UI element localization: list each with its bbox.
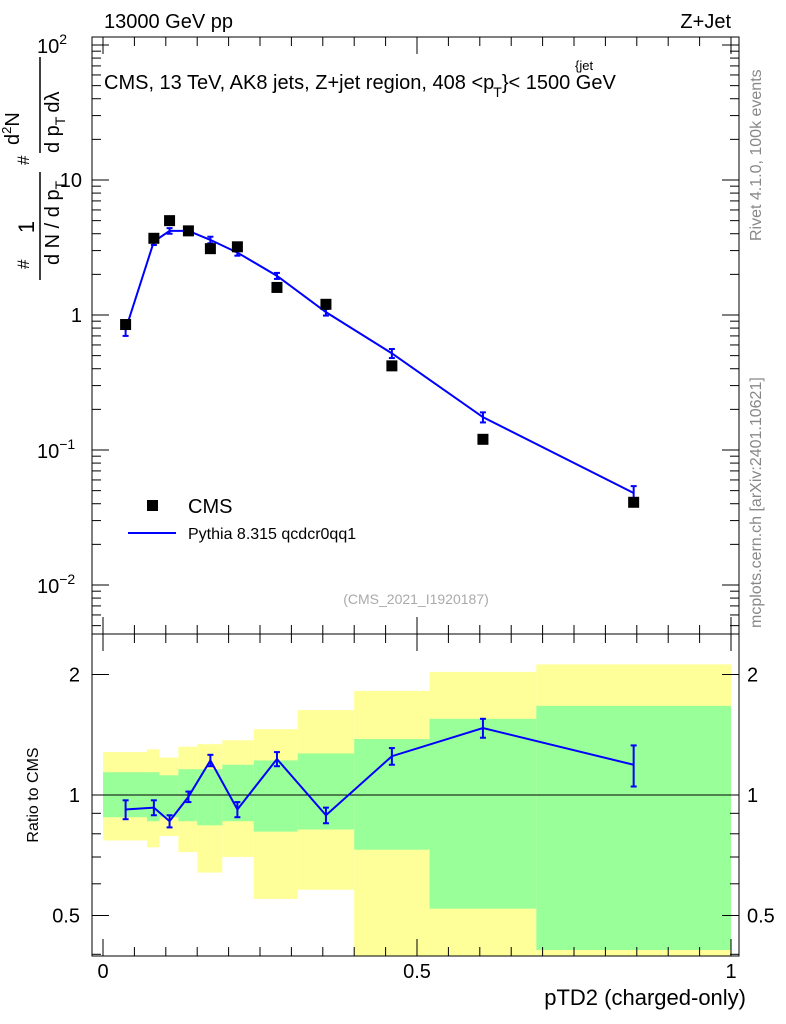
analysis-tag: (CMS_2021_I1920187): [343, 591, 489, 607]
ratio-y-tick-label-right-2: 2: [747, 665, 758, 687]
legend: CMS Pythia 8.315 qcdcr0qq1: [128, 496, 356, 543]
y-label-two: 2: [0, 127, 14, 134]
tick-exponent: −2: [59, 571, 75, 587]
y-label-numerator: d2N: [0, 112, 24, 145]
cms-data-point: [148, 232, 160, 244]
x-tick-label-0: 0: [97, 961, 108, 983]
ratio-band-inner-9: [429, 718, 537, 909]
y-label-hash-1: #: [14, 259, 33, 269]
cms-data-point: [120, 319, 132, 331]
ratio-y-tick-label-left-0: 0.5: [52, 906, 80, 928]
cms-data-point: [271, 281, 283, 293]
ratio-y-axis-label: Ratio to CMS: [25, 747, 42, 842]
ratio-axis-ticks: 0.5 0.5 1 1 2 2 0 0.5 1: [52, 634, 775, 983]
cms-data-point: [628, 496, 640, 508]
plot-title-main: CMS, 13 TeV, AK8 jets, Z+jet region, 408…: [104, 72, 494, 94]
x-axis-label: pTD2 (charged-only): [544, 985, 746, 1010]
ratio-y-tick-label-left-2: 2: [69, 665, 80, 687]
ratio-band-inner-2: [159, 775, 179, 818]
y-label-d: d: [2, 134, 24, 145]
ratio-uncertainty-bands: [103, 664, 731, 956]
rivet-version-label: Rivet 4.1.0, 100k events: [748, 69, 765, 241]
ratio-band-inner-10: [536, 705, 731, 950]
tick-base: 10: [37, 576, 59, 598]
y-label-n: N: [2, 112, 24, 126]
cms-data-point: [231, 241, 243, 253]
process-label: Z+Jet: [680, 11, 731, 33]
energy-label: 13000 GeV pp: [104, 11, 233, 33]
cms-data-point: [320, 298, 332, 310]
ratio-band-inner-6: [253, 760, 298, 832]
main-data-marks: [120, 215, 640, 508]
main-y-tick-label-0: 10−2: [37, 571, 75, 598]
tick-exponent: −1: [59, 436, 75, 452]
plot-title-sub: T: [493, 84, 502, 100]
y-label-denominator: d N / d pT: [42, 180, 68, 265]
cms-data-point: [204, 243, 216, 255]
cms-data-point: [182, 225, 194, 237]
x-tick-label-2: 1: [725, 961, 736, 983]
tick-base: 10: [37, 36, 59, 58]
y-label-dn-text: d N / d p: [42, 189, 64, 265]
y-label-denominator-2: d pTdλ: [42, 92, 68, 154]
x-tick-label-1: 0.5: [403, 961, 431, 983]
main-y-tick-label-3: 10: [60, 170, 82, 192]
legend-marker-cms: [147, 500, 158, 511]
main-y-axis-label: # 1 d N / d pT # d2N d pTdλ: [0, 57, 68, 280]
main-y-tick-label-4: 102: [37, 31, 67, 58]
legend-label-cms: CMS: [188, 496, 232, 518]
plot-title-sup: {jet: [575, 58, 593, 73]
cms-data-point: [164, 215, 176, 227]
y-label-dpt-sub: T: [52, 116, 68, 125]
y-label-dpt: d p: [42, 125, 64, 153]
plot-title: CMS, 13 TeV, AK8 jets, Z+jet region, 408…: [104, 72, 616, 100]
ratio-y-tick-label-left-1: 1: [69, 785, 80, 807]
ratio-band-inner-4: [197, 769, 223, 826]
cms-data-point: [477, 433, 489, 445]
ratio-y-tick-label-right-1: 1: [747, 785, 758, 807]
tick-base: 10: [37, 441, 59, 463]
cms-data-point: [386, 360, 398, 372]
main-y-tick-label-2: 1: [71, 305, 82, 327]
tick-exponent: 2: [59, 31, 67, 47]
ratio-y-tick-label-right-0: 0.5: [747, 906, 775, 928]
y-label-one: 1: [14, 221, 39, 233]
y-label-dn-sub: T: [52, 180, 68, 189]
pythia-line: [124, 229, 635, 494]
main-plot-frame: [91, 36, 740, 635]
y-label-hash-2: #: [14, 155, 33, 165]
ratio-data-marks: [122, 717, 637, 829]
mcplots-label: mcplots.cern.ch [arXiv:2401.10621]: [748, 377, 765, 628]
plot-title-end: }< 1500 GeV: [502, 72, 617, 94]
legend-label-pythia: Pythia 8.315 qcdcr0qq1: [188, 526, 356, 543]
main-y-tick-label-1: 10−1: [37, 436, 75, 463]
y-label-dlambda: dλ: [42, 92, 64, 113]
